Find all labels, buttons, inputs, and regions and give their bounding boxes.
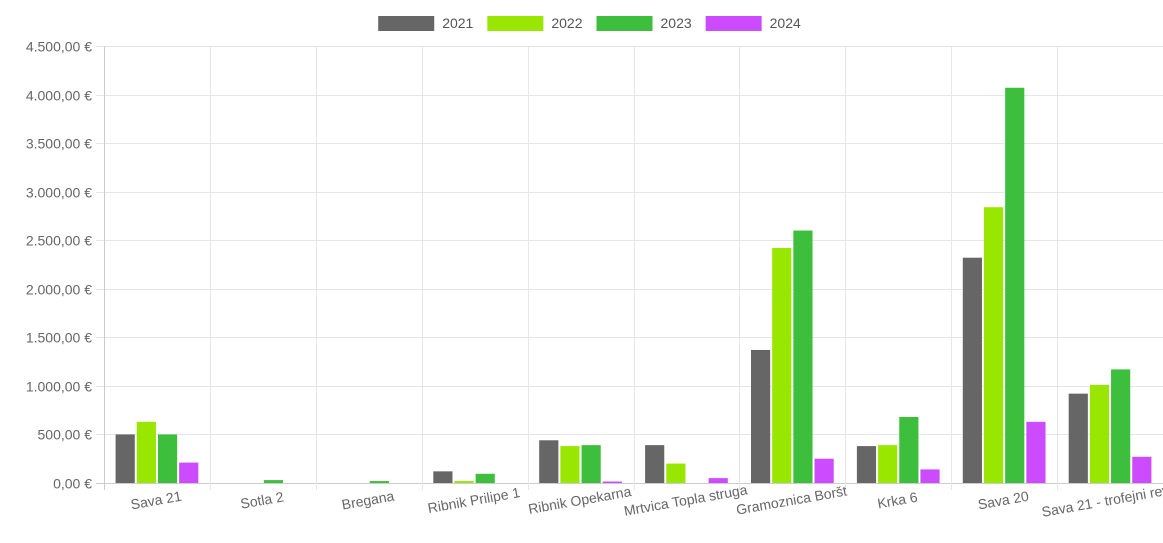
bar-2024-6[interactable] <box>814 458 834 483</box>
x-tick-label: Ribnik Opekarna <box>527 483 633 517</box>
bar-2021-7[interactable] <box>856 446 877 483</box>
bar-2024-9[interactable] <box>1132 456 1152 483</box>
legend[interactable]: 2021 2022 2023 2024 <box>378 15 801 31</box>
y-tick-label: 0,00 € <box>53 476 92 492</box>
bar-2022-8[interactable] <box>983 207 1004 483</box>
legend-swatch <box>596 16 653 31</box>
legend-item-2024[interactable]: 2024 <box>705 15 801 31</box>
bar-2023-7[interactable] <box>899 416 919 483</box>
x-tick-label: Ribnik Prilipe 1 <box>426 484 521 516</box>
bar-2021-5[interactable] <box>645 445 665 483</box>
bar-2022-3[interactable] <box>454 481 474 483</box>
bar-2024-5[interactable] <box>708 478 728 483</box>
bar-2023-1[interactable] <box>263 480 284 483</box>
y-tick-label: 4.500,00 € <box>26 39 92 55</box>
bar-2024-7[interactable] <box>920 469 940 483</box>
bar-2022-5[interactable] <box>666 463 686 483</box>
x-tick-label: Sava 21 <box>129 488 183 513</box>
bar-2023-3[interactable] <box>475 473 495 483</box>
y-tick-label: 3.000,00 € <box>26 185 92 201</box>
y-tick-label: 500,00 € <box>38 427 93 443</box>
legend-swatch <box>487 16 544 31</box>
bar-2021-9[interactable] <box>1068 393 1088 483</box>
bar-2023-0[interactable] <box>157 434 178 483</box>
y-tick-label: 2.000,00 € <box>26 282 92 298</box>
bar-2022-7[interactable] <box>878 445 898 483</box>
bars <box>115 87 1152 483</box>
legend-swatch <box>705 16 762 31</box>
legend-swatch <box>378 16 435 31</box>
y-tick-label: 2.500,00 € <box>26 233 92 249</box>
bar-2023-4[interactable] <box>581 445 601 483</box>
bar-2024-8[interactable] <box>1026 421 1046 483</box>
y-tick-label: 1.500,00 € <box>26 330 92 346</box>
bar-2021-8[interactable] <box>962 257 982 483</box>
bar-2022-6[interactable] <box>772 247 792 483</box>
x-tick-label: Sava 21 - trofejni revir <box>1040 480 1163 520</box>
y-tick-label: 1.000,00 € <box>26 379 92 395</box>
legend-label: 2024 <box>770 15 801 31</box>
bar-2021-0[interactable] <box>115 434 135 483</box>
x-tick-label: Sava 20 <box>977 488 1031 513</box>
x-tick-label: Sotla 2 <box>239 488 285 511</box>
bar-2023-8[interactable] <box>1005 87 1025 483</box>
legend-item-2023[interactable]: 2023 <box>596 15 692 31</box>
bar-2024-4[interactable] <box>602 481 622 483</box>
legend-item-2022[interactable]: 2022 <box>487 15 583 31</box>
bar-2022-4[interactable] <box>560 446 580 483</box>
legend-label: 2022 <box>551 15 582 31</box>
bar-2022-9[interactable] <box>1089 384 1110 483</box>
x-tick-label: Mrtvica Topla struga <box>623 481 749 519</box>
bar-2023-2[interactable] <box>369 481 389 483</box>
x-axis: Sava 21 Sotla 2 Bregana Ribnik Prilipe 1 Rib… <box>129 480 1163 520</box>
bar-2021-6[interactable] <box>750 349 771 483</box>
legend-label: 2021 <box>442 15 473 31</box>
bar-2024-0[interactable] <box>179 462 199 483</box>
bar-2022-0[interactable] <box>136 421 156 483</box>
x-tick-label: Krka 6 <box>876 489 919 512</box>
y-tick-label: 3.500,00 € <box>26 136 92 152</box>
x-tick-label: Bregana <box>340 488 395 513</box>
legend-item-2021[interactable]: 2021 <box>378 15 474 31</box>
bar-2023-6[interactable] <box>793 230 813 483</box>
bar-2021-4[interactable] <box>539 440 559 483</box>
bar-2021-3[interactable] <box>433 471 453 483</box>
x-tick-label: Gramoznica Boršt <box>735 482 848 517</box>
legend-label: 2023 <box>661 15 692 31</box>
grid-lines <box>96 46 1163 490</box>
y-tick-label: 4.000,00 € <box>26 88 92 104</box>
bar-2023-9[interactable] <box>1111 369 1131 483</box>
y-axis: 0,00 € 500,00 € 1.000,00 € 1.500,00 € 2.000,… <box>26 39 92 492</box>
